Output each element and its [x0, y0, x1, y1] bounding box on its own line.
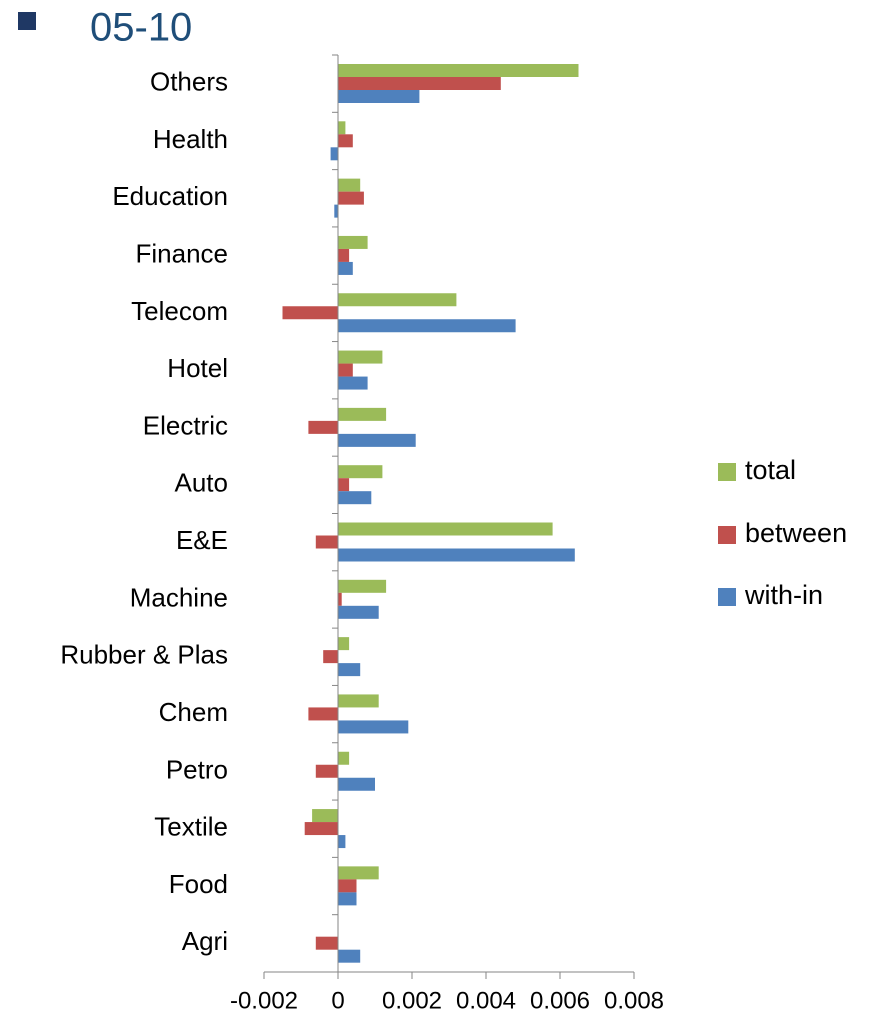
bar: [338, 592, 342, 606]
bar: [338, 522, 553, 536]
legend-label: between: [745, 518, 847, 548]
bar: [282, 306, 338, 320]
bar: [312, 809, 338, 823]
y-tick-label: Electric: [143, 410, 228, 440]
x-tick-label: 0.002: [382, 987, 442, 1014]
bar: [338, 261, 353, 275]
y-tick-label: Textile: [154, 812, 228, 842]
bar: [338, 363, 353, 377]
bar: [338, 694, 379, 708]
bar: [338, 77, 501, 90]
y-tick-label: Machine: [130, 582, 228, 612]
bar: [338, 248, 350, 262]
bar: [338, 90, 420, 103]
x-tick-label: 0.006: [530, 987, 590, 1014]
bar: [338, 579, 387, 593]
y-tick-label: Petro: [166, 754, 228, 784]
x-tick-label: 0.008: [604, 987, 664, 1014]
y-tick-label: Auto: [175, 468, 229, 498]
bar: [338, 191, 364, 205]
bar: [330, 147, 338, 161]
bar: [315, 535, 338, 549]
title-bullet: [18, 12, 36, 30]
bar: [338, 663, 361, 677]
bar: [338, 134, 353, 148]
bar: [338, 637, 350, 651]
x-tick-label: -0.002: [230, 987, 298, 1014]
bar: [338, 433, 416, 447]
legend-swatch: [718, 588, 736, 606]
bar: [338, 407, 387, 421]
bar: [338, 835, 346, 849]
bar: [323, 650, 338, 664]
y-tick-label: Rubber & Plas: [60, 640, 228, 670]
y-tick-label: Chem: [159, 697, 228, 727]
bar: [338, 866, 379, 880]
bar: [334, 204, 338, 218]
bar: [338, 293, 457, 307]
y-tick-label: Others: [150, 67, 228, 97]
bar: [338, 777, 375, 791]
bar: [338, 465, 383, 479]
y-tick-label: Finance: [136, 238, 229, 268]
bar: [338, 350, 383, 364]
bar: [308, 420, 338, 434]
x-tick-label: 0: [331, 987, 344, 1014]
y-tick-label: E&E: [176, 525, 228, 555]
y-tick-label: Health: [153, 124, 228, 154]
bar: [338, 892, 357, 906]
bar: [338, 949, 361, 963]
bar: [308, 707, 338, 721]
legend-label: total: [745, 455, 796, 485]
y-tick-label: Hotel: [167, 353, 228, 383]
y-tick-label: Telecom: [131, 296, 228, 326]
bar: [338, 720, 409, 734]
bar: [304, 822, 338, 836]
bar: [338, 178, 361, 192]
bar: [338, 879, 357, 893]
legend-swatch: [718, 526, 736, 544]
bar: [338, 319, 516, 333]
bar: [338, 548, 575, 562]
bar: [338, 491, 372, 505]
bar: [338, 64, 579, 77]
y-tick-label: Food: [169, 869, 228, 899]
legend-label: with-in: [744, 580, 823, 610]
bar: [338, 235, 368, 249]
x-tick-label: 0.004: [456, 987, 516, 1014]
bar: [338, 121, 346, 135]
bar: [338, 605, 379, 619]
y-tick-label: Education: [112, 181, 228, 211]
bar: [315, 764, 338, 778]
bar: [338, 751, 350, 765]
bar: [315, 936, 338, 950]
y-tick-label: Agri: [182, 926, 228, 956]
bar: [338, 376, 368, 390]
bar: [338, 478, 350, 492]
legend-swatch: [718, 463, 736, 481]
chart-title: 05-10: [90, 6, 192, 50]
